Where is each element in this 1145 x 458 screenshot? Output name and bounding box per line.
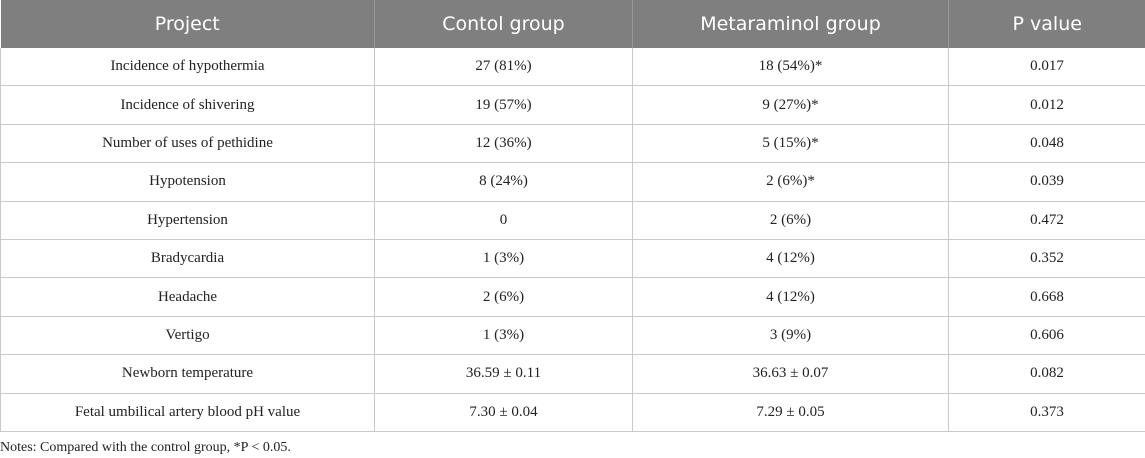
cell-control: 27 (81%)	[374, 48, 633, 87]
cell-p-value: 0.606	[948, 315, 1145, 356]
cell-control: 19 (57%)	[374, 85, 633, 125]
cell-project: Fetal umbilical artery blood pH value	[0, 392, 375, 432]
cell-control: 0	[374, 200, 633, 240]
cell-metaraminol: 36.63 ± 0.07	[632, 354, 949, 394]
cell-control: 7.30 ± 0.04	[374, 392, 633, 432]
table-notes: Notes: Compared with the control group, …	[0, 440, 291, 455]
cell-project: Hypertension	[0, 200, 375, 240]
table-row: Hypotension 8 (24%) 2 (6%)* 0.039	[0, 162, 1145, 202]
header-project: Project	[0, 0, 375, 48]
cell-metaraminol: 2 (6%)*	[632, 162, 949, 202]
cell-project: Hypotension	[0, 162, 375, 202]
cell-metaraminol: 9 (27%)*	[632, 85, 949, 125]
table-row: Bradycardia 1 (3%) 4 (12%) 0.352	[0, 238, 1145, 279]
table-row: Number of uses of pethidine 12 (36%) 5 (…	[0, 123, 1145, 164]
cell-control: 1 (3%)	[374, 315, 633, 356]
cell-project: Bradycardia	[0, 238, 375, 279]
cell-p-value: 0.668	[948, 277, 1145, 317]
cell-control: 12 (36%)	[374, 123, 633, 164]
cell-project: Vertigo	[0, 315, 375, 356]
cell-metaraminol: 7.29 ± 0.05	[632, 392, 949, 432]
cell-metaraminol: 4 (12%)	[632, 277, 949, 317]
header-metaraminol-group: Metaraminol group	[632, 0, 949, 48]
cell-metaraminol: 4 (12%)	[632, 238, 949, 279]
cell-metaraminol: 18 (54%)*	[632, 48, 949, 87]
cell-control: 8 (24%)	[374, 162, 633, 202]
cell-metaraminol: 2 (6%)	[632, 200, 949, 240]
table-row: Incidence of hypothermia 27 (81%) 18 (54…	[0, 48, 1145, 87]
cell-control: 1 (3%)	[374, 238, 633, 279]
header-control-group: Contol group	[374, 0, 633, 48]
table-row: Fetal umbilical artery blood pH value 7.…	[0, 392, 1145, 432]
table-row: Newborn temperature 36.59 ± 0.11 36.63 ±…	[0, 354, 1145, 394]
cell-control: 36.59 ± 0.11	[374, 354, 633, 394]
header-row: Project Contol group Metaraminol group P…	[0, 0, 1145, 48]
cell-p-value: 0.039	[948, 162, 1145, 202]
cell-p-value: 0.082	[948, 354, 1145, 394]
cell-p-value: 0.012	[948, 85, 1145, 125]
table-body: Incidence of hypothermia 27 (81%) 18 (54…	[0, 48, 1145, 432]
cell-p-value: 0.352	[948, 238, 1145, 279]
table-row: Incidence of shivering 19 (57%) 9 (27%)*…	[0, 85, 1145, 125]
table-row: Hypertension 0 2 (6%) 0.472	[0, 200, 1145, 240]
cell-project: Incidence of shivering	[0, 85, 375, 125]
table-row: Headache 2 (6%) 4 (12%) 0.668	[0, 277, 1145, 317]
table-header: Project Contol group Metaraminol group P…	[0, 0, 1145, 48]
cell-project: Headache	[0, 277, 375, 317]
header-p-value: P value	[948, 0, 1145, 48]
cell-p-value: 0.017	[948, 48, 1145, 87]
cell-p-value: 0.373	[948, 392, 1145, 432]
table-row: Vertigo 1 (3%) 3 (9%) 0.606	[0, 315, 1145, 356]
cell-metaraminol: 3 (9%)	[632, 315, 949, 356]
results-table: Project Contol group Metaraminol group P…	[0, 0, 1145, 432]
cell-project: Incidence of hypothermia	[0, 48, 375, 87]
cell-metaraminol: 5 (15%)*	[632, 123, 949, 164]
cell-project: Newborn temperature	[0, 354, 375, 394]
cell-p-value: 0.472	[948, 200, 1145, 240]
cell-p-value: 0.048	[948, 123, 1145, 164]
cell-control: 2 (6%)	[374, 277, 633, 317]
cell-project: Number of uses of pethidine	[0, 123, 375, 164]
data-table-container: Project Contol group Metaraminol group P…	[0, 0, 1145, 432]
